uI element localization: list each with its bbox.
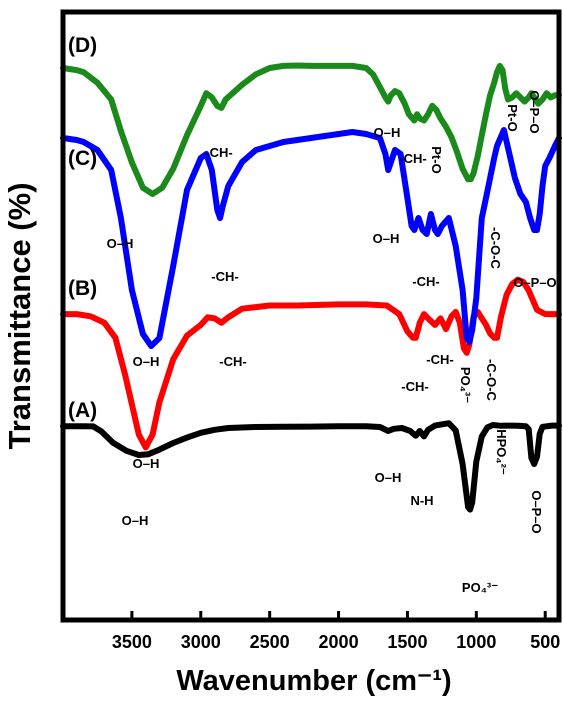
band-annotation: -CH- [211, 269, 238, 284]
series-line-c [60, 127, 562, 349]
band-annotation: -C-O-C [488, 227, 503, 269]
band-annotation: N-H [410, 493, 433, 508]
plot-frame [60, 9, 562, 623]
x-tick-label: 2000 [319, 632, 359, 652]
y-axis-label: Transmittance (%) [2, 182, 37, 449]
band-annotation: Pt-O [505, 104, 520, 131]
annotation-layer: (A) (B) (C) (D) O–H O–H N-H PO₄³⁻ HPO₄²⁻ O–P–O O–H… [68, 34, 557, 595]
series-line-d [60, 62, 562, 197]
band-annotation: O–H [133, 354, 160, 369]
tick-layer: 3500 3000 2500 2000 1500 1000 500 [112, 611, 560, 652]
x-tick-label: 1000 [456, 632, 496, 652]
band-annotation: Pt-O [429, 146, 444, 173]
x-tick-label: 1500 [387, 632, 427, 652]
panel-label-c: (C) [68, 147, 97, 170]
band-annotation: O–P–O [529, 490, 544, 533]
panel-label-a: (A) [68, 399, 97, 422]
band-annotation: O–H [375, 470, 402, 485]
x-tick-label: 2500 [250, 632, 290, 652]
x-tick-label: 500 [530, 632, 560, 652]
x-axis-label: Wavenumber (cm⁻¹) [176, 665, 451, 697]
band-annotation: O–P–O [513, 275, 556, 290]
band-annotation: HPO₄²⁻ [494, 429, 509, 475]
band-annotation: -CH- [219, 354, 246, 369]
x-tick-label: 3500 [112, 632, 152, 652]
x-tick-label: 3000 [181, 632, 221, 652]
series-line-b [60, 276, 562, 451]
band-annotation: O–H [374, 125, 401, 140]
panel-label-b: (B) [68, 277, 97, 300]
band-annotation: O–P–O [527, 90, 542, 133]
band-annotation: -CH- [401, 379, 428, 394]
band-annotation: PO₄³⁻ [462, 580, 498, 595]
band-annotation: PO₄³⁻ [458, 367, 473, 403]
series-layer [60, 62, 562, 513]
series-line-a [60, 420, 562, 513]
band-annotation: O–H [373, 231, 400, 246]
band-annotation: -CH- [426, 352, 453, 367]
band-annotation: -CH- [412, 274, 439, 289]
band-annotation: -CH- [205, 145, 232, 160]
band-annotation: O–H [122, 513, 149, 528]
band-annotation: -C-O-C [484, 359, 499, 401]
panel-label-d: (D) [68, 34, 97, 57]
band-annotation: O–H [107, 236, 134, 251]
band-annotation: O–H [133, 456, 160, 471]
band-annotation: -CH- [399, 151, 426, 166]
